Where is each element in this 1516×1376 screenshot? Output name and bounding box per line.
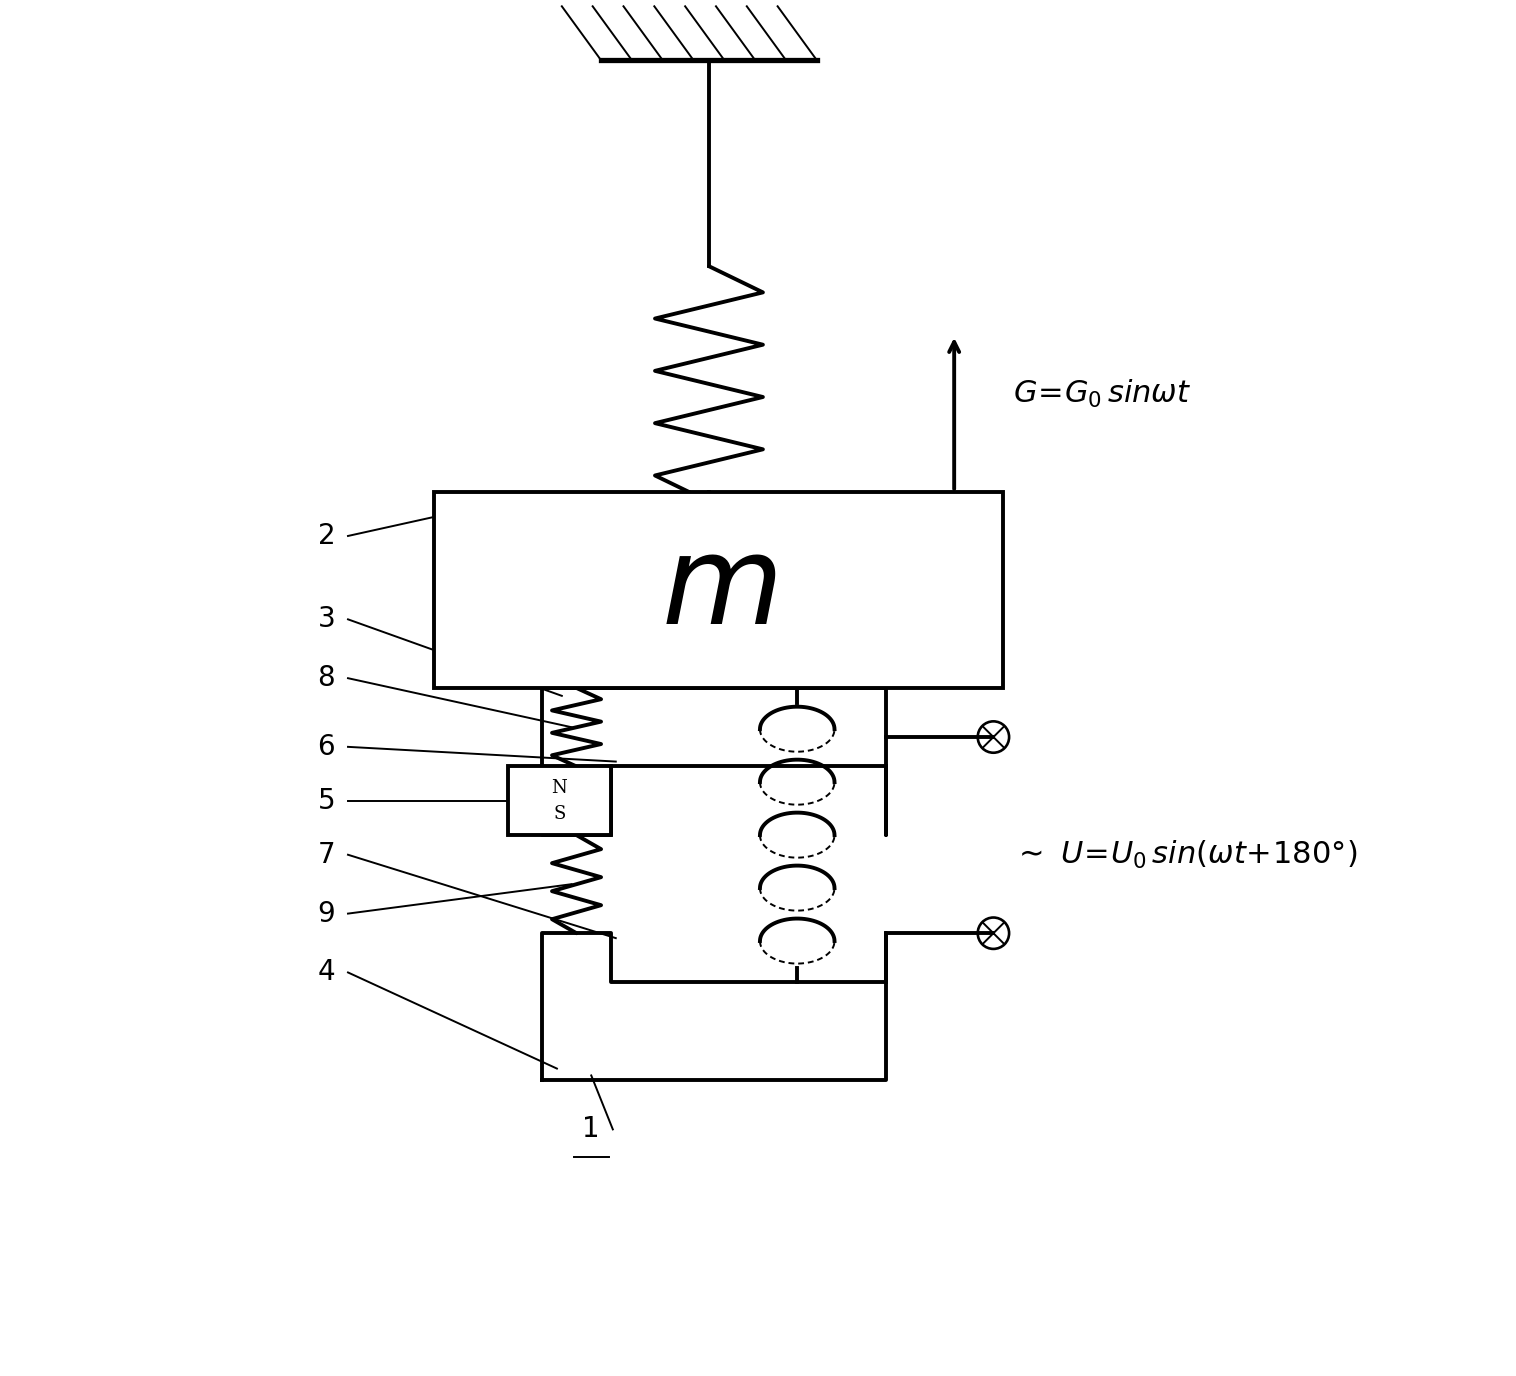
Text: 2: 2 xyxy=(318,522,335,550)
Text: $m$: $m$ xyxy=(661,530,776,651)
Text: 9: 9 xyxy=(317,900,335,927)
Bar xyxy=(508,766,611,835)
Text: 3: 3 xyxy=(317,605,335,633)
Text: S: S xyxy=(553,805,565,823)
Text: 7: 7 xyxy=(318,841,335,868)
Text: $\sim\ U\!=\!U_0\,sin(\omega t\!+\!180°)$: $\sim\ U\!=\!U_0\,sin(\omega t\!+\!180°)… xyxy=(1013,839,1357,871)
Text: 6: 6 xyxy=(318,733,335,761)
Text: 1: 1 xyxy=(582,1116,600,1143)
Text: 8: 8 xyxy=(318,665,335,692)
Text: $G\!=\!G_0\,sin\omega t$: $G\!=\!G_0\,sin\omega t$ xyxy=(1013,377,1192,410)
Text: 4: 4 xyxy=(318,959,335,987)
Text: 5: 5 xyxy=(318,787,335,815)
Text: N: N xyxy=(552,779,567,797)
Bar xyxy=(434,491,1004,688)
